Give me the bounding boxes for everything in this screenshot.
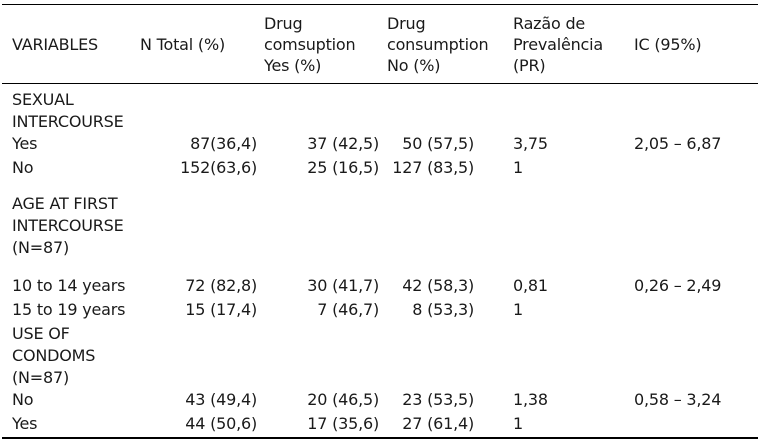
cell-drug-yes: 17 (35,6) xyxy=(307,414,379,433)
spacer-cell xyxy=(2,259,758,275)
column-header-pr: Razão de Prevalência (PR) xyxy=(513,13,603,75)
cell-ic xyxy=(632,413,758,438)
cell-n-total: 44 (50,6) xyxy=(185,414,257,433)
empty-cell xyxy=(264,323,387,389)
table-row: 15 to 19 years 15 (17,4) 7 (46,7) 8 (53,3) 1 xyxy=(2,299,758,323)
section-label: USE OF CONDOMS (N=87) xyxy=(12,324,96,387)
cell-n-total: 43 (49,4) xyxy=(185,390,257,409)
row-label: 15 to 19 years xyxy=(12,300,126,319)
cell-drug-no: 8 (53,3) xyxy=(412,300,474,319)
empty-cell xyxy=(513,193,632,259)
empty-cell xyxy=(632,323,758,389)
cell-drug-no: 127 (83,5) xyxy=(392,158,474,177)
spacer-row xyxy=(2,181,758,193)
empty-cell xyxy=(387,84,513,134)
cell-n-total: 87(36,4) xyxy=(190,134,257,153)
row-label: Yes xyxy=(12,414,38,433)
empty-cell xyxy=(264,84,387,134)
cell-ic xyxy=(632,157,758,181)
row-label: No xyxy=(12,158,34,177)
table-row: No 152(63,6) 25 (16,5) 127 (83,5) 1 xyxy=(2,157,758,181)
cell-drug-no: 27 (61,4) xyxy=(402,414,474,433)
cell-ic xyxy=(632,299,758,323)
empty-cell xyxy=(140,193,264,259)
table-header: VARIABLES N Total (%) Drug comsuption Yes (%… xyxy=(2,5,758,84)
empty-cell xyxy=(140,84,264,134)
empty-cell xyxy=(264,193,387,259)
table-row: Yes 44 (50,6) 17 (35,6) 27 (61,4) 1 xyxy=(2,413,758,438)
cell-pr: 0,81 xyxy=(513,276,548,295)
table-row: No 43 (49,4) 20 (46,5) 23 (53,5) 1,38 0,58 – … xyxy=(2,389,758,413)
empty-cell xyxy=(387,323,513,389)
empty-cell xyxy=(632,84,758,134)
row-label: 10 to 14 years xyxy=(12,276,126,295)
table-body: SEXUAL INTERCOURSE Yes 87(36,4) 37 (42,5) 50 … xyxy=(2,84,758,439)
row-label: No xyxy=(12,390,34,409)
cell-ic: 0,26 – 2,49 xyxy=(634,276,722,295)
empty-cell xyxy=(632,193,758,259)
prevalence-table: VARIABLES N Total (%) Drug comsuption Yes (%… xyxy=(2,4,758,439)
cell-drug-yes: 30 (41,7) xyxy=(307,276,379,295)
header-row: VARIABLES N Total (%) Drug comsuption Yes (%… xyxy=(2,5,758,84)
section-row: USE OF CONDOMS (N=87) xyxy=(2,323,758,389)
cell-drug-yes: 20 (46,5) xyxy=(307,390,379,409)
cell-n-total: 72 (82,8) xyxy=(185,276,257,295)
cell-pr: 1 xyxy=(513,300,523,319)
spacer-row xyxy=(2,259,758,275)
column-header-ic: IC (95%) xyxy=(634,34,702,54)
empty-cell xyxy=(513,323,632,389)
cell-pr: 1 xyxy=(513,414,523,433)
cell-drug-no: 50 (57,5) xyxy=(402,134,474,153)
section-row: AGE AT FIRST INTERCOURSE (N=87) xyxy=(2,193,758,259)
cell-pr: 1 xyxy=(513,158,523,177)
section-label: AGE AT FIRST INTERCOURSE (N=87) xyxy=(12,194,124,257)
cell-drug-yes: 37 (42,5) xyxy=(307,134,379,153)
cell-n-total: 152(63,6) xyxy=(180,158,257,177)
cell-ic: 0,58 – 3,24 xyxy=(634,390,722,409)
cell-drug-no: 23 (53,5) xyxy=(402,390,474,409)
column-header-drug-yes: Drug comsuption Yes (%) xyxy=(264,13,356,75)
spacer-cell xyxy=(2,181,758,193)
empty-cell xyxy=(140,323,264,389)
cell-pr: 3,75 xyxy=(513,134,548,153)
cell-pr: 1,38 xyxy=(513,390,548,409)
cell-n-total: 15 (17,4) xyxy=(185,300,257,319)
section-row: SEXUAL INTERCOURSE xyxy=(2,84,758,134)
section-label: SEXUAL INTERCOURSE xyxy=(12,90,124,131)
empty-cell xyxy=(513,84,632,134)
cell-drug-yes: 7 (46,7) xyxy=(317,300,379,319)
column-header-n-total: N Total (%) xyxy=(140,34,225,54)
column-header-variables: VARIABLES xyxy=(12,34,99,54)
table-row: Yes 87(36,4) 37 (42,5) 50 (57,5) 3,75 2,05 – … xyxy=(2,133,758,157)
cell-drug-no: 42 (58,3) xyxy=(402,276,474,295)
empty-cell xyxy=(387,193,513,259)
cell-drug-yes: 25 (16,5) xyxy=(307,158,379,177)
column-header-drug-no: Drug consumption No (%) xyxy=(387,13,489,75)
cell-ic: 2,05 – 6,87 xyxy=(634,134,722,153)
row-label: Yes xyxy=(12,134,38,153)
table-row: 10 to 14 years 72 (82,8) 30 (41,7) 42 (58,3… xyxy=(2,275,758,299)
